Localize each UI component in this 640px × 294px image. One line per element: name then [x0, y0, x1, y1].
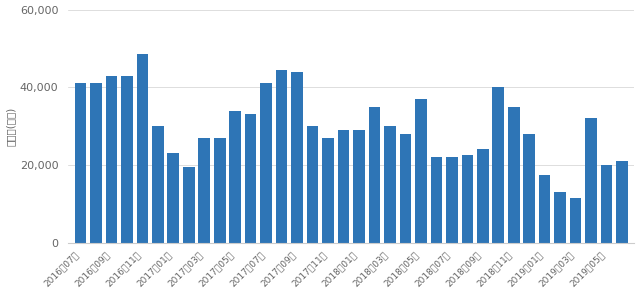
Bar: [121, 76, 132, 243]
Bar: [229, 111, 241, 243]
Bar: [183, 167, 195, 243]
Bar: [508, 107, 520, 243]
Bar: [570, 198, 582, 243]
Bar: [245, 114, 257, 243]
Bar: [260, 83, 272, 243]
Bar: [136, 54, 148, 243]
Bar: [168, 153, 179, 243]
Bar: [524, 134, 535, 243]
Bar: [338, 130, 349, 243]
Bar: [214, 138, 225, 243]
Y-axis label: 거래량(건수): 거래량(건수): [6, 106, 15, 146]
Bar: [431, 157, 442, 243]
Bar: [75, 83, 86, 243]
Bar: [106, 76, 117, 243]
Bar: [399, 134, 412, 243]
Bar: [369, 107, 380, 243]
Bar: [307, 126, 318, 243]
Bar: [461, 155, 473, 243]
Bar: [291, 72, 303, 243]
Bar: [477, 149, 488, 243]
Bar: [353, 130, 365, 243]
Bar: [90, 83, 102, 243]
Bar: [601, 165, 612, 243]
Bar: [586, 118, 597, 243]
Bar: [276, 70, 287, 243]
Bar: [492, 87, 504, 243]
Bar: [616, 161, 628, 243]
Bar: [554, 192, 566, 243]
Bar: [539, 175, 550, 243]
Bar: [415, 99, 427, 243]
Bar: [384, 126, 396, 243]
Bar: [446, 157, 458, 243]
Bar: [198, 138, 210, 243]
Bar: [152, 126, 164, 243]
Bar: [323, 138, 334, 243]
